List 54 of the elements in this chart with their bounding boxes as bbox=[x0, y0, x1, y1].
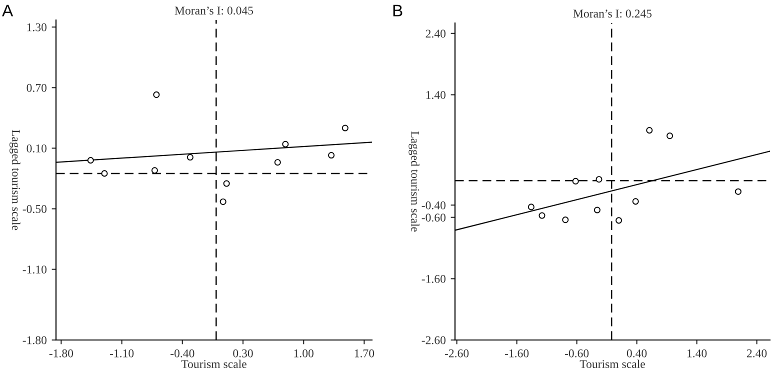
point bbox=[220, 198, 226, 205]
chart-title: Moran’s I: 0.045 bbox=[174, 6, 254, 15]
y-tick-label: -1.80 bbox=[22, 336, 47, 344]
point bbox=[616, 217, 622, 224]
point bbox=[632, 198, 639, 205]
x-tick-label: -0.40 bbox=[170, 349, 194, 358]
x-tick-label: -2.60 bbox=[444, 349, 469, 358]
x-tick-label: 2.40 bbox=[746, 349, 767, 358]
y-tick-label: -0.50 bbox=[22, 205, 47, 214]
point bbox=[666, 132, 674, 140]
y-axis-title: Lagged tourism scale bbox=[408, 131, 420, 232]
point bbox=[342, 124, 348, 132]
x-tick-label: 0.40 bbox=[626, 349, 647, 358]
x-axis-title: Tourism scale bbox=[580, 360, 645, 368]
point bbox=[596, 176, 602, 183]
point bbox=[274, 159, 281, 166]
point bbox=[101, 170, 108, 177]
point bbox=[646, 127, 653, 134]
x-tick-label: -1.60 bbox=[504, 349, 529, 358]
chart-title: Moran’s I: 0.245 bbox=[573, 10, 652, 18]
point bbox=[572, 178, 579, 184]
y-axis-title: Lagged tourism scale bbox=[10, 130, 20, 230]
y-tick-label: -1.10 bbox=[22, 266, 47, 274]
point bbox=[562, 216, 569, 224]
y-tick-label: 0.10 bbox=[26, 144, 47, 152]
y-tick-label: -0.40 bbox=[422, 201, 446, 210]
point bbox=[151, 167, 158, 174]
y-tick-label: -1.60 bbox=[422, 274, 446, 283]
point bbox=[223, 180, 230, 187]
x-tick-label: 1.70 bbox=[354, 349, 374, 358]
point bbox=[528, 204, 534, 210]
point bbox=[328, 152, 335, 159]
x-tick-label: -1.10 bbox=[110, 349, 134, 358]
point bbox=[186, 154, 194, 161]
y-tick-label: 0.70 bbox=[26, 84, 47, 92]
point bbox=[594, 206, 600, 214]
x-tick-label: 0.30 bbox=[233, 349, 253, 358]
x-axis-title: Tourism scale bbox=[181, 360, 246, 368]
x-tick-label: 1.40 bbox=[688, 349, 707, 358]
x-tick-label: 1.00 bbox=[294, 349, 314, 358]
y-tick-label: 1.40 bbox=[426, 90, 446, 100]
point bbox=[153, 91, 160, 98]
point bbox=[282, 140, 289, 148]
y-tick-label: -2.60 bbox=[422, 336, 446, 344]
x-tick-label: -1.80 bbox=[49, 349, 74, 358]
y-tick-label: 1.30 bbox=[27, 23, 47, 32]
x-tick-label: -0.60 bbox=[564, 349, 589, 358]
point bbox=[538, 212, 546, 219]
point bbox=[734, 188, 742, 195]
point bbox=[87, 157, 94, 164]
y-tick-label: 2.40 bbox=[426, 30, 446, 38]
text: B bbox=[393, 4, 402, 16]
text: A bbox=[2, 4, 14, 16]
y-tick-label: -0.60 bbox=[422, 214, 446, 222]
